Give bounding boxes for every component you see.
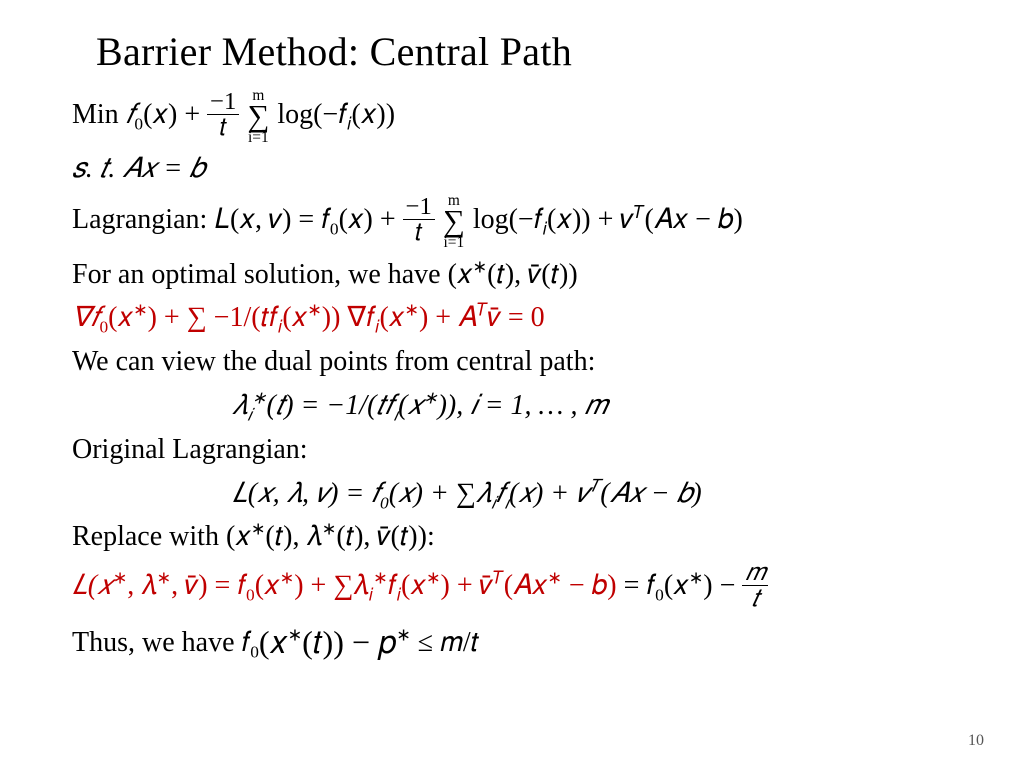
optimal-solution-line: For an optimal solution, we have (𝑥∗(𝑡),… (72, 256, 964, 294)
dual-view-text: We can view the dual points from central… (72, 343, 964, 381)
lagrangian-line: Lagrangian: 𝐿(𝑥, 𝑣) = 𝑓0(𝑥) + −1𝑡 m∑i=1 … (72, 194, 964, 249)
replace-with-line: Replace with (𝑥∗(𝑡), 𝜆∗(𝑡), 𝑣̄(𝑡)): (72, 518, 964, 556)
kkt-line: ∇𝑓0(𝑥∗) + ∑ −1/(𝑡𝑓𝑖(𝑥∗)) ∇𝑓𝑖(𝑥∗) + 𝐴𝑇𝑣̄ … (72, 299, 964, 337)
substituted-lagrangian-line: 𝐿(𝑥∗, 𝜆∗, 𝑣̄) = 𝑓0(𝑥∗) + ∑𝜆𝑖∗𝑓𝑖(𝑥∗) + 𝑣̄… (72, 562, 964, 613)
lambda-def-line: 𝜆𝑖∗(𝑡) = −1/(𝑡𝑓𝑖(𝑥∗)), 𝑖 = 1, … , 𝑚 (72, 387, 964, 425)
page-number: 10 (968, 732, 984, 750)
conclusion-line: Thus, we have 𝑓0(𝑥∗(𝑡)) − 𝑝∗ ≤ 𝑚/𝑡 (72, 619, 964, 662)
slide-title: Barrier Method: Central Path (72, 28, 964, 75)
objective-line: Min 𝑓0(𝑥) + −1𝑡 m∑i=1 log(−𝑓𝑖(𝑥)) (72, 89, 964, 144)
constraint-line: 𝑠. 𝑡. 𝐴𝑥 = 𝑏 (72, 150, 964, 188)
original-lagrangian-label: Original Lagrangian: (72, 431, 964, 469)
original-lagrangian-eq: 𝐿(𝑥, 𝜆, 𝑣) = 𝑓0(𝑥) + ∑𝜆𝑖𝑓𝑖(𝑥) + 𝑣𝑇(𝐴𝑥 − … (72, 475, 964, 513)
